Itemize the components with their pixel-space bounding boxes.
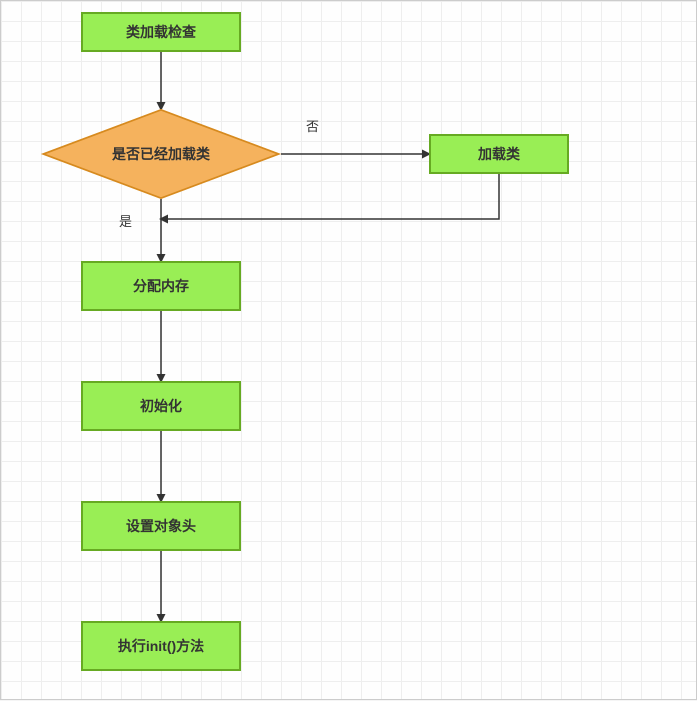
node-load-class: 加载类	[429, 134, 569, 174]
edge-label-no: 否	[306, 116, 319, 135]
node-label: 类加载检查	[126, 22, 196, 42]
node-label: 是否已经加载类	[41, 109, 281, 199]
edges-layer	[1, 1, 697, 701]
node-initialize: 初始化	[81, 381, 241, 431]
node-allocate-memory: 分配内存	[81, 261, 241, 311]
node-set-object-header: 设置对象头	[81, 501, 241, 551]
node-label: 执行init()方法	[118, 636, 204, 656]
edge-label-yes: 是	[119, 211, 132, 230]
node-label: 初始化	[140, 396, 182, 416]
node-label: 设置对象头	[126, 516, 196, 536]
node-decision-class-loaded: 是否已经加载类	[41, 109, 281, 199]
node-label: 分配内存	[133, 276, 189, 296]
node-class-load-check: 类加载检查	[81, 12, 241, 52]
flowchart-canvas: 类加载检查 是否已经加载类 加载类 分配内存 初始化 设置对象头 执行init(…	[0, 0, 697, 700]
node-label: 加载类	[478, 144, 520, 164]
node-execute-init: 执行init()方法	[81, 621, 241, 671]
